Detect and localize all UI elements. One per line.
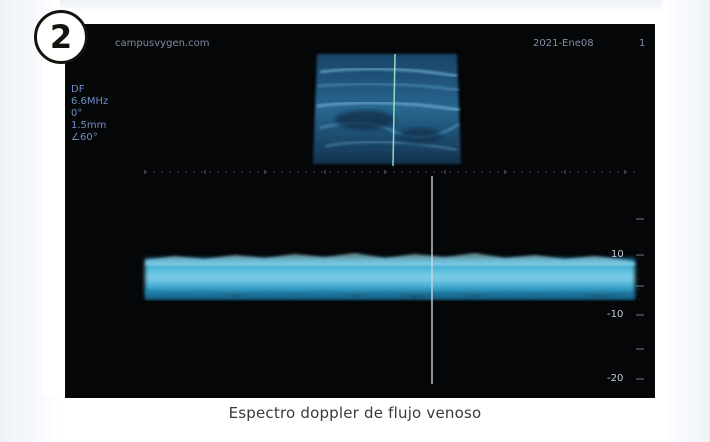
ultrasound-photo: campusvygen.com 2021-Ene08 1 DF 6.6MHz 0… bbox=[43, 16, 657, 398]
image-caption: Espectro doppler de flujo venoso bbox=[228, 404, 482, 422]
scale-label-minus-20: -20 bbox=[607, 373, 624, 384]
setting-angle: 0° bbox=[71, 108, 83, 119]
background-right bbox=[662, 0, 710, 442]
settings-panel: DF 6.6MHz 0° 1.5mm ∠60° bbox=[71, 84, 108, 144]
scale-label-10: 10 bbox=[611, 249, 624, 260]
website-watermark: campusvygen.com bbox=[115, 38, 210, 49]
exam-date: 2021-Ene08 bbox=[533, 38, 594, 49]
setting-mode: DF bbox=[71, 84, 85, 95]
background-top bbox=[0, 0, 710, 14]
step-number-badge: 2 bbox=[34, 10, 88, 64]
velocity-scale bbox=[636, 189, 644, 389]
exam-date-suffix: 1 bbox=[639, 38, 646, 49]
setting-correction: ∠60° bbox=[71, 132, 98, 143]
setting-gate: 1.5mm bbox=[71, 120, 107, 131]
scale-label-minus-10: -10 bbox=[607, 309, 624, 320]
doppler-spectrum bbox=[145, 253, 635, 300]
b-mode-window bbox=[313, 53, 461, 167]
top-scale bbox=[144, 170, 635, 174]
ultrasound-screen: campusvygen.com 2021-Ene08 1 DF 6.6MHz 0… bbox=[65, 24, 655, 398]
ultrasound-image bbox=[144, 53, 644, 389]
setting-frequency: 6.6MHz bbox=[71, 96, 109, 107]
